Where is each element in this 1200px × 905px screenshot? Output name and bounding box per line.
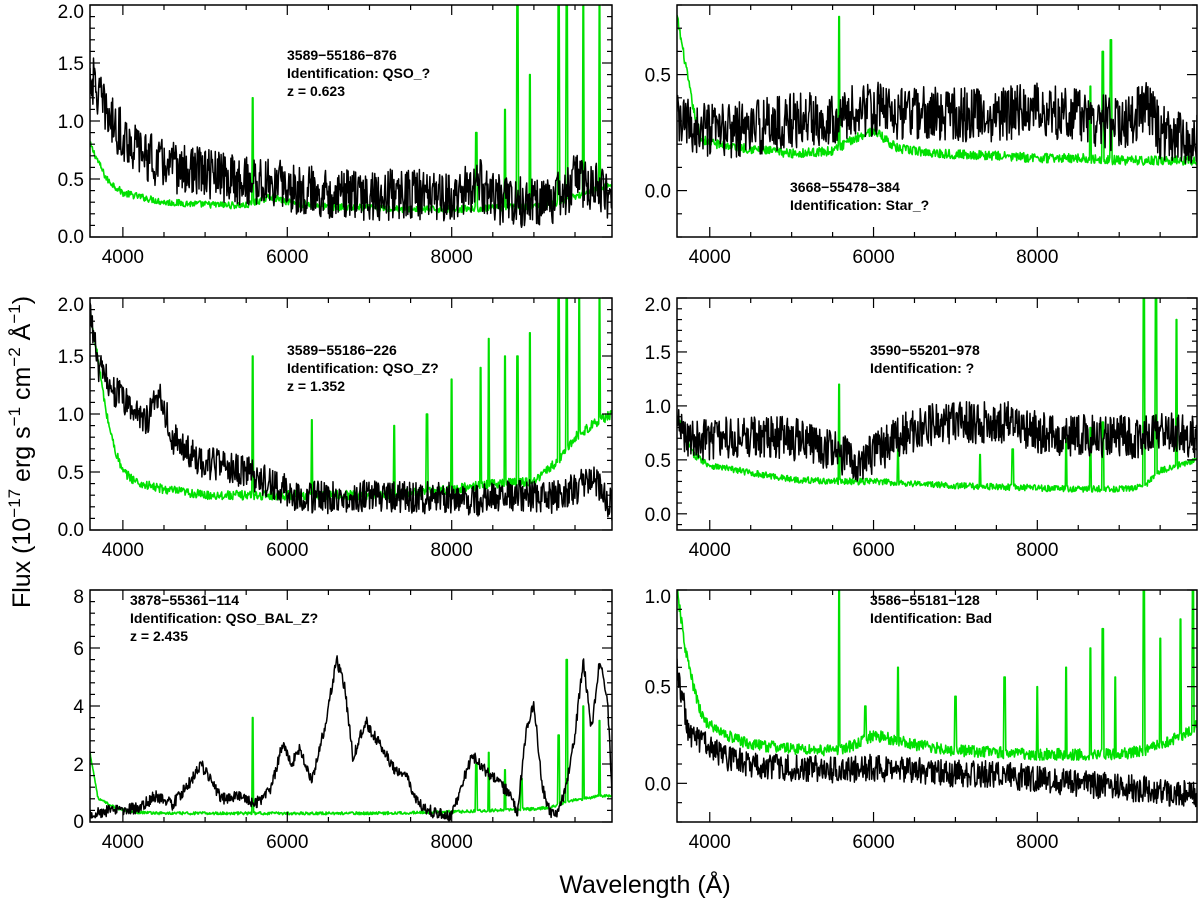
y-axis-title: Flux (10−17 erg s−1 cm−2 Å−1) bbox=[5, 296, 36, 608]
x-tick-label: 6000 bbox=[266, 247, 308, 268]
panel-grid: 4000 6000 8000 0.0 0.5 1.0 1.5 2.0 3589−55186−87… bbox=[58, 2, 1198, 853]
object-spectrum-line bbox=[90, 655, 612, 822]
x-tick-label: 4000 bbox=[689, 832, 731, 853]
x-tick-label: 4000 bbox=[102, 540, 144, 561]
x-tick-label: 6000 bbox=[852, 247, 894, 268]
spectrum-annotation-line: Identification: QSO_? bbox=[287, 65, 430, 81]
spectrum-annotation-line: 3589−55186−226 bbox=[287, 342, 397, 358]
plot-area bbox=[90, 298, 612, 521]
spectrum-annotation-line: 3590−55201−978 bbox=[870, 342, 980, 358]
object-spectrum-line bbox=[90, 57, 612, 229]
x-tick-label: 4000 bbox=[102, 247, 144, 268]
error-spectrum-line bbox=[677, 298, 1197, 493]
x-tick-label: 6000 bbox=[266, 540, 308, 561]
y-tick-label: 2 bbox=[73, 755, 84, 776]
object-spectrum-line bbox=[90, 302, 612, 521]
x-tick-label: 8000 bbox=[1016, 832, 1058, 853]
y-tick-label: 4 bbox=[73, 697, 84, 718]
y-tick-label: 2.0 bbox=[58, 2, 84, 23]
y-tick-label: 6 bbox=[73, 639, 84, 660]
object-spectrum-line bbox=[677, 81, 1197, 164]
panel-2: 4000 6000 8000 0.0 0.5 3668−55478−384 Identifi… bbox=[645, 4, 1198, 268]
plot-area bbox=[677, 298, 1197, 493]
plot-area bbox=[677, 14, 1197, 166]
y-tick-label: 0.5 bbox=[645, 678, 671, 699]
spectrum-annotation-line: 3586−55181−128 bbox=[870, 592, 980, 608]
x-tick-label: 6000 bbox=[852, 832, 894, 853]
y-tick-label: 1.0 bbox=[645, 587, 671, 608]
spectrum-annotation-line: Identification: Bad bbox=[870, 610, 992, 626]
spectrum-annotation-line: Identification: QSO_Z? bbox=[287, 360, 439, 376]
spectrum-annotation-line: z = 0.623 bbox=[287, 83, 345, 99]
plot-area bbox=[90, 5, 612, 229]
plot-area bbox=[90, 655, 612, 822]
y-tick-label: 8 bbox=[73, 587, 84, 608]
x-axis-title: Wavelength (Å) bbox=[559, 869, 730, 899]
error-spectrum-line bbox=[90, 658, 612, 816]
x-tick-label: 4000 bbox=[102, 832, 144, 853]
y-tick-label: 1.5 bbox=[58, 54, 84, 75]
y-tick-label: 0 bbox=[73, 812, 84, 833]
object-spectrum-line bbox=[677, 658, 1197, 808]
y-tick-label: 2.0 bbox=[58, 295, 84, 316]
spectrum-annotation-line: 3878−55361−114 bbox=[130, 592, 239, 608]
spectrum-annotation-line: Identification: QSO_BAL_Z? bbox=[130, 610, 318, 626]
y-tick-label: 0.0 bbox=[645, 774, 671, 795]
y-tick-label: 0.5 bbox=[58, 170, 84, 191]
spectrum-annotation-line: z = 1.352 bbox=[287, 378, 345, 394]
y-tick-label: 1.0 bbox=[58, 112, 84, 133]
panel-6: 4000 6000 8000 0.0 0.5 1.0 3586−55181−128 Ident… bbox=[645, 587, 1198, 853]
panel-4: 4000 6000 8000 0.0 0.5 1.0 1.5 2.0 3590−55201−97… bbox=[645, 295, 1198, 561]
spectrum-annotation-line: Identification: Star_? bbox=[790, 197, 929, 213]
x-tick-label: 8000 bbox=[431, 247, 473, 268]
panel-1: 4000 6000 8000 0.0 0.5 1.0 1.5 2.0 3589−55186−87… bbox=[58, 2, 613, 268]
x-tick-label: 6000 bbox=[852, 540, 894, 561]
panel-5: 4000 6000 8000 0 2 4 6 8 3878−55361−114 Identific… bbox=[73, 587, 613, 853]
x-tick-label: 6000 bbox=[266, 832, 308, 853]
y-tick-label: 0.0 bbox=[58, 520, 84, 541]
x-tick-label: 4000 bbox=[689, 540, 731, 561]
y-tick-label: 0.5 bbox=[645, 451, 671, 472]
plot-frame bbox=[676, 297, 1198, 531]
y-tick-label: 0.0 bbox=[645, 505, 671, 526]
y-tick-label: 1.0 bbox=[645, 397, 671, 418]
object-spectrum-line bbox=[677, 400, 1197, 482]
spectrum-annotation-line: 3668−55478−384 bbox=[790, 179, 900, 195]
x-tick-label: 8000 bbox=[1016, 247, 1058, 268]
panel-3: 4000 6000 8000 0.0 0.5 1.0 1.5 2.0 3589−55186−22… bbox=[58, 295, 613, 561]
spectrum-annotation-line: z = 2.435 bbox=[130, 628, 188, 644]
x-tick-label: 8000 bbox=[431, 540, 473, 561]
y-tick-label: 0.0 bbox=[58, 227, 84, 248]
y-tick-label: 1.5 bbox=[645, 343, 671, 364]
y-tick-label: 1.5 bbox=[58, 347, 84, 368]
x-tick-label: 4000 bbox=[689, 247, 731, 268]
y-tick-label: 0.0 bbox=[645, 182, 671, 203]
y-tick-label: 2.0 bbox=[645, 295, 671, 316]
y-tick-label: 0.5 bbox=[645, 66, 671, 87]
y-tick-label: 0.5 bbox=[58, 463, 84, 484]
y-tick-label: 1.0 bbox=[58, 405, 84, 426]
spectrum-annotation-line: 3589−55186−876 bbox=[287, 47, 397, 63]
error-spectrum-line bbox=[90, 298, 612, 501]
x-tick-label: 8000 bbox=[1016, 540, 1058, 561]
error-spectrum-line bbox=[677, 590, 1197, 761]
spectrum-annotation-line: Identification: ? bbox=[870, 360, 974, 376]
x-tick-label: 8000 bbox=[431, 832, 473, 853]
plot-area bbox=[677, 590, 1197, 808]
